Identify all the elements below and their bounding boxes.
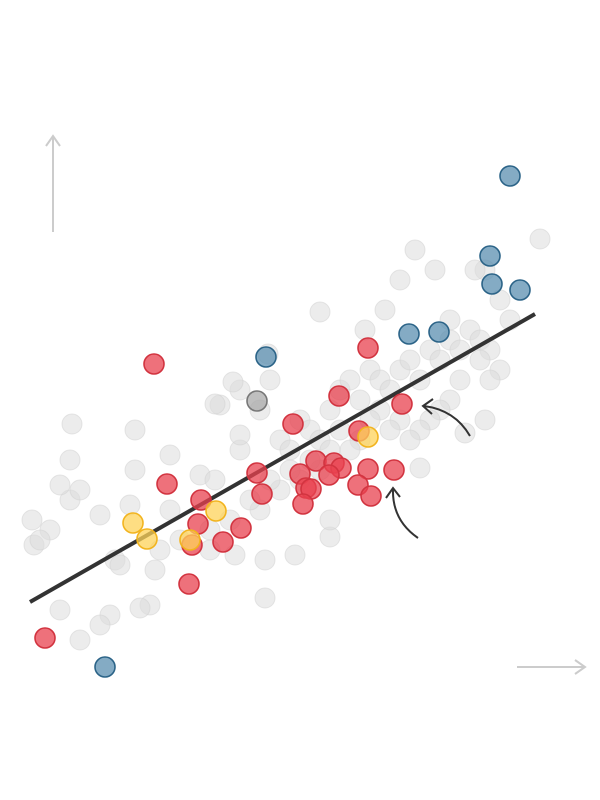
point xyxy=(124,459,146,481)
point xyxy=(136,528,158,550)
point xyxy=(379,419,401,441)
point xyxy=(59,449,81,471)
point xyxy=(94,656,116,678)
annotation-arrow xyxy=(423,405,471,437)
point xyxy=(259,369,281,391)
point xyxy=(357,337,379,359)
point xyxy=(129,597,151,619)
point xyxy=(391,393,413,415)
point xyxy=(49,474,71,496)
point xyxy=(21,509,43,531)
point xyxy=(357,426,379,448)
point xyxy=(349,389,371,411)
point xyxy=(309,301,331,323)
point xyxy=(254,549,276,571)
point xyxy=(454,422,476,444)
point xyxy=(143,353,165,375)
annotation-arrow xyxy=(391,488,419,539)
annotation-arrowhead xyxy=(385,486,401,499)
point xyxy=(284,544,306,566)
point xyxy=(399,429,421,451)
point xyxy=(292,493,314,515)
point xyxy=(428,321,450,343)
point xyxy=(282,413,304,435)
point xyxy=(119,494,141,516)
point xyxy=(354,319,376,341)
point xyxy=(144,559,166,581)
point xyxy=(69,479,91,501)
point xyxy=(156,473,178,495)
axis-arrows xyxy=(45,134,587,675)
point xyxy=(409,457,431,479)
point xyxy=(374,299,396,321)
point xyxy=(499,165,521,187)
point xyxy=(389,269,411,291)
annotation-arrows xyxy=(385,398,471,539)
annotation-arrowhead xyxy=(421,398,434,415)
point xyxy=(246,390,268,412)
point xyxy=(464,259,486,281)
point xyxy=(190,489,212,511)
point xyxy=(318,464,340,486)
point xyxy=(255,346,277,368)
point xyxy=(254,587,276,609)
point xyxy=(383,459,405,481)
y-arrowhead xyxy=(45,134,61,147)
point xyxy=(229,424,251,446)
point xyxy=(328,385,350,407)
point xyxy=(178,573,200,595)
point xyxy=(29,529,51,551)
point xyxy=(204,393,226,415)
point xyxy=(124,419,146,441)
point xyxy=(398,323,420,345)
point xyxy=(339,439,361,461)
point xyxy=(230,517,252,539)
point xyxy=(404,239,426,261)
point xyxy=(399,349,421,371)
point xyxy=(424,259,446,281)
point xyxy=(481,273,503,295)
point xyxy=(319,509,341,531)
point xyxy=(449,369,471,391)
point xyxy=(49,599,71,621)
point xyxy=(339,369,361,391)
point xyxy=(479,245,501,267)
point xyxy=(109,554,131,576)
point xyxy=(122,512,144,534)
point xyxy=(69,629,91,651)
point xyxy=(360,485,382,507)
point xyxy=(509,279,531,301)
point xyxy=(222,371,244,393)
point xyxy=(159,444,181,466)
point xyxy=(61,413,83,435)
point xyxy=(479,369,501,391)
point xyxy=(212,531,234,553)
marks xyxy=(21,165,551,678)
point xyxy=(474,409,496,431)
point xyxy=(204,469,226,491)
point xyxy=(246,462,268,484)
point xyxy=(205,500,227,522)
point xyxy=(89,614,111,636)
point xyxy=(251,483,273,505)
point xyxy=(529,228,551,250)
point xyxy=(89,504,111,526)
x-arrowhead xyxy=(574,659,587,675)
point xyxy=(179,529,201,551)
point xyxy=(357,458,379,480)
trend-line xyxy=(29,312,536,604)
point xyxy=(469,349,491,371)
point xyxy=(34,627,56,649)
